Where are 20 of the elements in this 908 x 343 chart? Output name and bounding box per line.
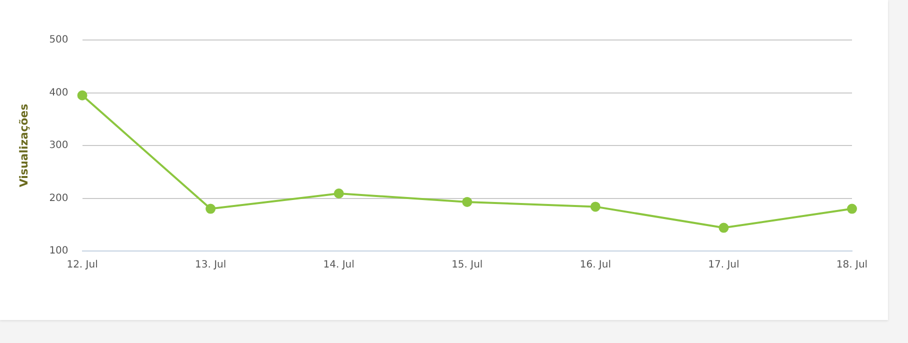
x-tick-label: 14. Jul (323, 260, 354, 271)
x-tick-label: 12. Jul (66, 260, 98, 271)
point (206, 204, 216, 214)
x-tick-label: 18. Jul (836, 260, 868, 271)
y-tick-label: 500 (49, 34, 68, 46)
x-tick-label: 17. Jul (708, 260, 740, 271)
point (334, 188, 344, 199)
x-tick-label: 16. Jul (580, 260, 612, 271)
x-tick-label: 13. Jul (194, 260, 226, 271)
x-tick-label: 15. Jul (452, 260, 483, 271)
y-tick-label: 200 (49, 192, 68, 204)
point (847, 204, 857, 214)
point (77, 90, 88, 100)
point (718, 222, 729, 233)
point (590, 202, 600, 212)
point (462, 196, 472, 207)
y-axis-title: Visualizações (17, 103, 30, 188)
y-tick-label: 300 (49, 140, 68, 152)
y-tick-label: 100 (49, 246, 68, 257)
y-tick-label: 400 (49, 87, 68, 98)
